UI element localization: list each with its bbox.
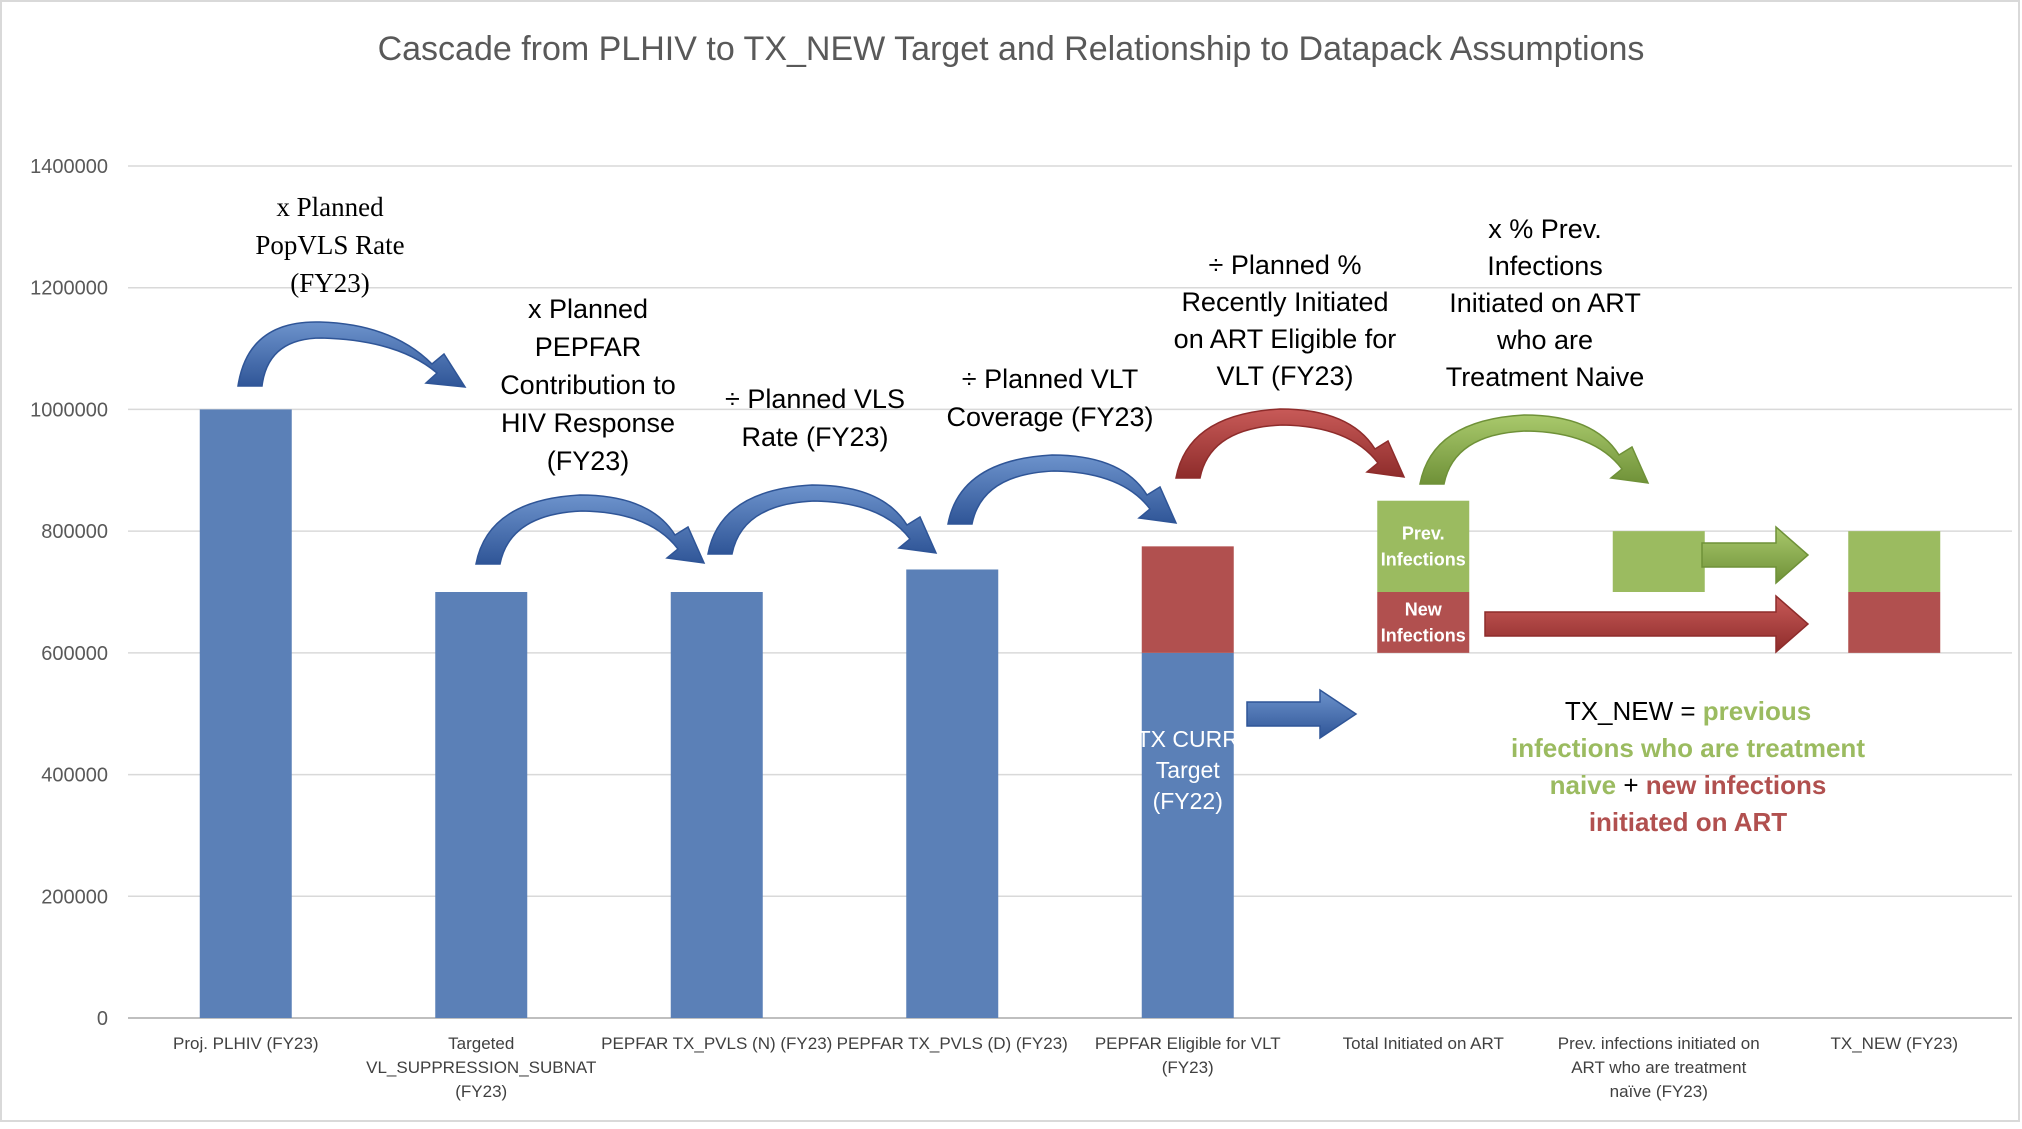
step-annotation: PopVLS Rate	[255, 230, 404, 260]
bar-segment-blue	[906, 569, 999, 1018]
step-annotation: VLT (FY23)	[1216, 361, 1353, 391]
x-tick-label: PEPFAR TX_PVLS (D) (FY23)	[837, 1034, 1068, 1053]
bar-segment-blue	[199, 409, 292, 1018]
bar-segment-blue	[1141, 652, 1234, 1018]
step-annotation: ÷ Planned VLS	[725, 384, 905, 414]
step-annotation: x % Prev.	[1488, 214, 1602, 244]
x-tick-label: naïve (FY23)	[1610, 1082, 1708, 1101]
step-annotation: Rate (FY23)	[741, 422, 888, 452]
bar-segment-green	[1377, 500, 1470, 592]
step-annotation: Contribution to	[500, 370, 676, 400]
equation-line: naive + new infections	[1550, 770, 1827, 800]
step-annotation: x Planned	[528, 294, 648, 324]
bar-segment-green	[1612, 531, 1705, 592]
bar-segment-red	[1848, 592, 1941, 653]
step-annotation: who are	[1496, 325, 1593, 355]
y-tick-label: 1000000	[30, 399, 108, 421]
step-annotation: Recently Initiated	[1181, 287, 1388, 317]
segment-label: TX CURR	[1137, 726, 1239, 752]
x-tick-label: Targeted	[448, 1034, 514, 1053]
equation-line: infections who are treatment	[1511, 733, 1865, 763]
x-tick-label: ART who are treatment	[1571, 1058, 1746, 1077]
bar-segment-red	[1141, 546, 1234, 653]
x-axis-ticks: Proj. PLHIV (FY23) Targeted VL_SUPPRESSION…	[173, 1034, 1958, 1101]
curved-arrow-4	[947, 454, 1178, 525]
step-annotation: Initiated on ART	[1449, 288, 1641, 318]
curved-arrow-2	[475, 494, 706, 565]
tx-new-equation: TX_NEW = previous infections who are trea…	[1511, 696, 1865, 837]
y-tick-label: 800000	[41, 521, 108, 543]
bars	[199, 409, 1941, 1018]
segment-label: Target	[1156, 757, 1221, 783]
block-arrow-red	[1484, 594, 1810, 654]
segment-label: New	[1405, 599, 1443, 619]
step-annotation: Coverage (FY23)	[946, 402, 1153, 432]
step-annotation: ÷ Planned %	[1209, 250, 1362, 280]
x-tick-label: Proj. PLHIV (FY23)	[173, 1034, 319, 1053]
x-tick-label: (FY23)	[455, 1082, 507, 1101]
y-tick-label: 600000	[41, 643, 108, 665]
equation-line: TX_NEW = previous	[1565, 696, 1811, 726]
x-tick-label: PEPFAR Eligible for VLT	[1095, 1034, 1281, 1053]
bar-segment-green	[1848, 531, 1941, 592]
curved-arrow-5	[1175, 408, 1406, 479]
bar-segment-red	[1377, 592, 1470, 653]
step-annotation: (FY23)	[547, 446, 630, 476]
block-arrow-green	[1701, 525, 1810, 585]
step-annotations: x Planned PopVLS Rate (FY23) x Planned PEPFA…	[255, 192, 1644, 476]
x-tick-label: Total Initiated on ART	[1343, 1034, 1504, 1053]
equation-line: initiated on ART	[1589, 807, 1787, 837]
bar-segment-blue	[670, 592, 763, 1018]
segment-labels: TX CURR Target (FY22) Prev. Infections New Inf…	[1137, 523, 1466, 814]
step-annotation: x Planned	[276, 192, 384, 222]
step-annotation: on ART Eligible for	[1174, 324, 1397, 354]
block-arrows	[1246, 525, 1810, 740]
x-tick-label: VL_SUPPRESSION_SUBNAT	[366, 1058, 596, 1077]
y-tick-label: 400000	[41, 765, 108, 787]
curved-arrow-6	[1419, 414, 1650, 485]
step-annotation: (FY23)	[290, 268, 370, 298]
x-tick-label: (FY23)	[1162, 1058, 1214, 1077]
segment-label: Prev.	[1402, 523, 1445, 543]
segment-label: (FY22)	[1153, 788, 1223, 814]
y-tick-label: 200000	[41, 886, 108, 908]
curved-arrow-3	[707, 484, 938, 555]
curved-arrow-1	[237, 321, 467, 388]
x-tick-label: TX_NEW (FY23)	[1830, 1034, 1958, 1053]
bar-segment-blue	[435, 592, 528, 1018]
step-annotation: Infections	[1487, 251, 1603, 281]
segment-label: Infections	[1381, 549, 1466, 569]
x-tick-label: PEPFAR TX_PVLS (N) (FY23)	[601, 1034, 832, 1053]
segment-label: Infections	[1381, 625, 1466, 645]
step-annotation: PEPFAR	[535, 332, 642, 362]
block-arrow-blue	[1246, 688, 1358, 740]
y-axis-ticks: 0 200000 400000 600000 800000 1000000 1200000 1…	[30, 156, 108, 1030]
chart-title: Cascade from PLHIV to TX_NEW Target and …	[378, 30, 1645, 68]
curved-arrows	[237, 321, 1650, 565]
step-annotation: Treatment Naive	[1446, 362, 1645, 392]
y-tick-label: 1400000	[30, 156, 108, 178]
step-annotation: HIV Response	[501, 408, 675, 438]
y-tick-label: 0	[97, 1008, 108, 1030]
y-tick-label: 1200000	[30, 278, 108, 300]
step-annotation: ÷ Planned VLT	[962, 364, 1138, 394]
x-tick-label: Prev. infections initiated on	[1558, 1034, 1760, 1053]
